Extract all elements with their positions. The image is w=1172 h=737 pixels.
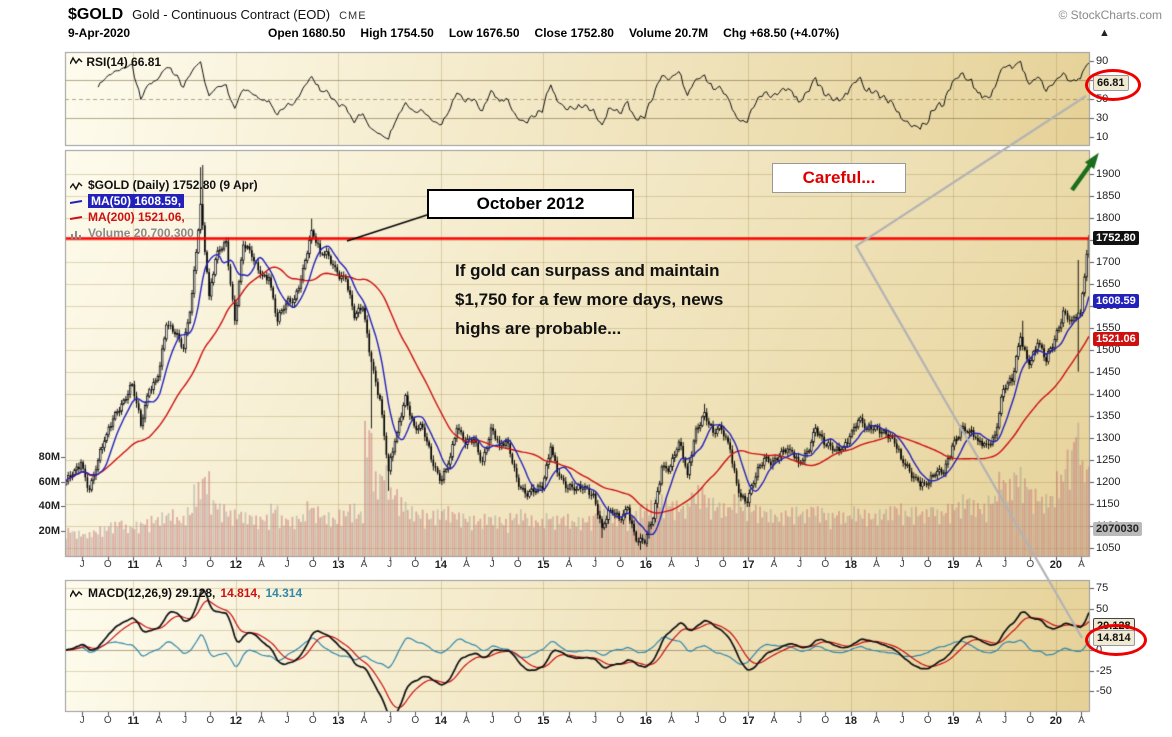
volume-series-icon [70,228,83,239]
volume-value-badge: 2070030 [1093,521,1142,536]
price-legend: $GOLD (Daily) 1752.80 (9 Apr) MA(50) 160… [69,177,258,241]
macd-hist-text: 14.314 [265,586,303,600]
change-up-icon: ▲ [1099,27,1110,39]
macd-legend: MACD(12,26,9) 29.128, 14.814, 14.314 [69,586,303,600]
volume-legend-text: Volume 20,700,300 [88,226,194,240]
quote-volume: Volume 20.7M [629,26,708,40]
macd-series-icon [69,588,83,598]
exchange-label: CME [339,10,367,22]
quote-change: Chg +68.50 (+4.07%) [723,26,839,40]
quote-date: 9-Apr-2020 [68,26,131,40]
price-legend-volume: Volume 20,700,300 [70,225,258,241]
signal-value-badge: 14.814 [1093,629,1135,646]
close-label: Close [534,26,568,40]
high-value: 1754.50 [390,26,434,40]
change-value: +68.50 (+4.07%) [749,26,840,40]
rsi-series-icon [69,55,83,65]
ma200-series-icon [69,212,83,222]
volume-value: 20.7M [674,26,709,40]
open-value: 1680.50 [302,26,346,40]
price-legend-main: $GOLD (Daily) 1752.80 (9 Apr) [69,177,258,193]
low-label: Low [448,26,473,40]
rsi-legend-text: RSI(14) 66.81 [86,55,162,69]
high-label: High [360,26,388,40]
chart-header: $GOLD Gold - Continuous Contract (EOD) C… [68,6,367,24]
quote-open: Open 1680.50 [268,26,345,40]
ma200-legend-text: MA(200) 1521.06, [88,210,185,224]
low-value: 1676.50 [476,26,520,40]
october-2012-annotation: October 2012 [427,189,634,219]
gold-series-icon [69,180,83,191]
macd-signal-text: 14.814, [220,586,261,600]
price-legend-ma200: MA(200) 1521.06, [69,209,258,225]
thesis-annotation: If gold can surpass and maintain $1,750 … [455,261,724,338]
price-legend-ma50: MA(50) 1608.59, [69,193,258,209]
close-value: 1752.80 [570,26,614,40]
change-label: Chg [723,26,747,40]
quote-high: High 1754.50 [360,26,433,40]
open-label: Open [268,26,299,40]
quote-row: 9-Apr-2020 Open 1680.50 High 1754.50 Low… [68,26,854,40]
rsi-value-badge: 66.81 [1093,75,1129,92]
macd-legend-text: MACD(12,26,9) 29.128, [88,586,216,600]
last-price-badge: 1752.80 [1093,230,1139,245]
ma200-value-badge: 1521.06 [1093,332,1139,347]
symbol: $GOLD [68,6,124,23]
ma50-legend-text: MA(50) 1608.59, [88,194,185,208]
quote-close: Close 1752.80 [535,26,614,40]
careful-annotation: Careful... [772,163,906,193]
price-legend-text: $GOLD (Daily) 1752.80 (9 Apr) [88,178,258,192]
ma50-value-badge: 1608.59 [1093,293,1139,308]
stockcharts-credit: © StockCharts.com [1058,8,1162,22]
volume-label: Volume [628,26,672,40]
quote-low: Low 1676.50 [449,26,520,40]
ma50-series-icon [69,196,83,206]
rsi-legend: RSI(14) 66.81 [69,55,162,69]
symbol-description: Gold - Continuous Contract (EOD) [132,7,331,22]
